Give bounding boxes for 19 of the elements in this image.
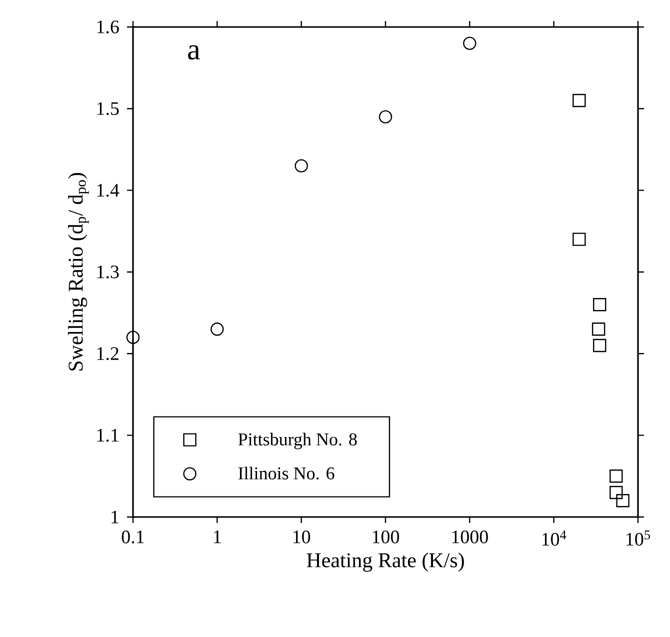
x-tick-label: 10	[293, 530, 310, 544]
y-tick-label: 1.6	[97, 20, 119, 34]
y-tick-label: 1.3	[97, 266, 119, 278]
x-axis-title: Heating Rate (K/s)	[306, 552, 464, 572]
y-tick-label: 1.4	[97, 184, 120, 197]
x-tick-label: 0.1	[122, 530, 144, 544]
y-tick-label: 1.2	[97, 347, 118, 360]
x-tick-label: 1	[214, 530, 221, 544]
x-tick-label: 10$^{4}$	[542, 530, 566, 546]
y-tick-label: 1.5	[97, 102, 119, 116]
y-tick-label: 1.1	[97, 428, 118, 442]
legend-label: Pittsburgh No. 8	[238, 432, 357, 450]
x-tick-label: 1000	[452, 530, 488, 544]
y-axis-title: Swelling Ratio (d$_{p}$/ d$_{po}$)	[68, 173, 89, 370]
legend-label: Illinois No. 6	[238, 466, 334, 480]
x-tick-label: 10$^{5}$	[626, 530, 650, 546]
annotation: a	[188, 45, 200, 60]
x-tick-label: 100	[372, 530, 400, 544]
y-tick-label: 1	[112, 510, 118, 524]
